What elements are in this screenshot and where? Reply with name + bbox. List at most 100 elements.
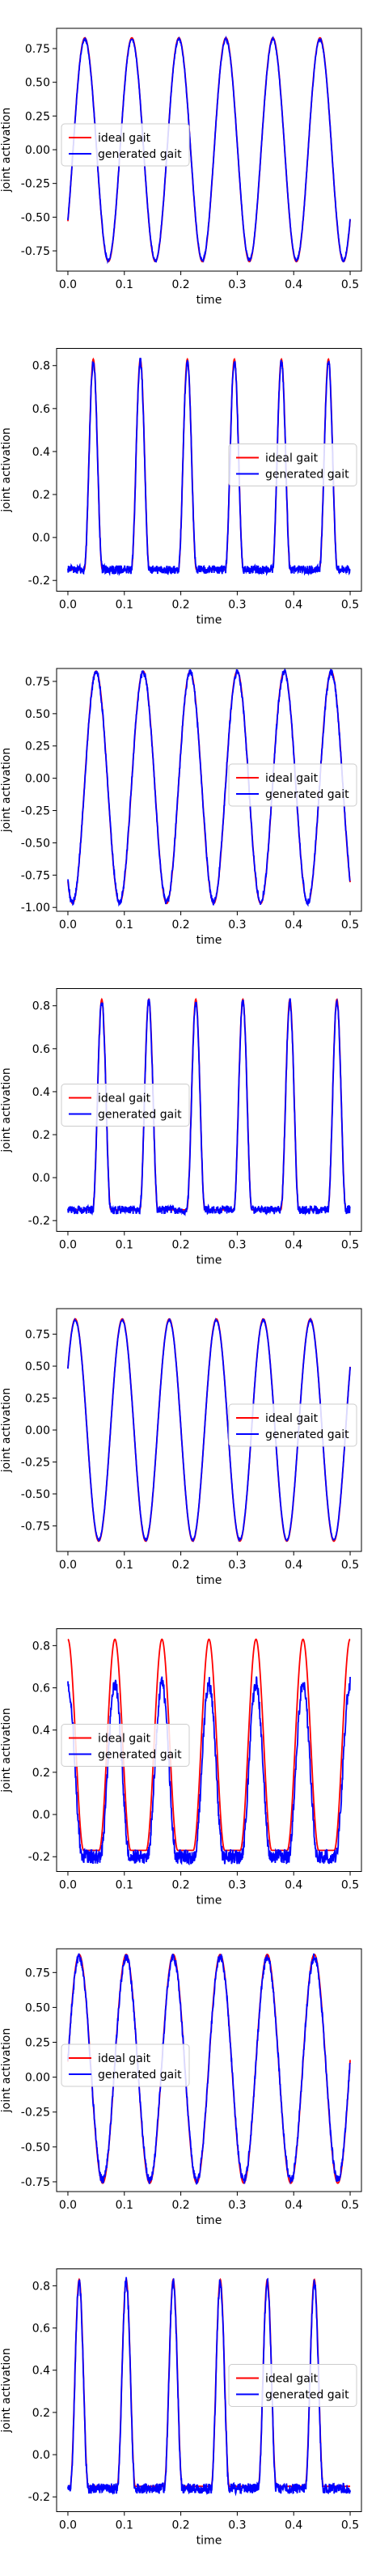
series-line-generated-gait xyxy=(67,668,351,907)
legend-box xyxy=(228,763,357,807)
legend-label-generated-gait: generated gait xyxy=(98,2069,182,2082)
x-tick-label: 0.2 xyxy=(171,1239,189,1252)
legend-label-ideal-gait: ideal gait xyxy=(265,2373,319,2386)
legend-label-generated-gait: generated gait xyxy=(98,148,182,161)
legend-label-generated-gait: generated gait xyxy=(98,1109,182,1122)
y-tick-label: -0.25 xyxy=(21,805,50,818)
x-tick-label: 0.2 xyxy=(171,919,189,932)
y-tick-label: 0.8 xyxy=(32,1640,50,1653)
x-tick-label: 0.2 xyxy=(171,1559,189,1572)
legend-box xyxy=(228,2364,357,2407)
y-tick-label: 0.2 xyxy=(32,2407,50,2420)
series-line-generated-gait xyxy=(67,1317,351,1543)
legend-label-generated-gait: generated gait xyxy=(265,2389,349,2402)
y-tick-label: 0.50 xyxy=(25,708,50,721)
x-axis-label: time xyxy=(196,934,222,947)
y-tick-label: 0.4 xyxy=(32,1086,50,1099)
x-tick-label: 0.3 xyxy=(228,1239,246,1252)
y-axis-label: joint activation xyxy=(0,2028,13,2114)
x-tick-label: 0.5 xyxy=(341,1239,359,1252)
x-tick-label: 0.2 xyxy=(171,278,189,291)
x-tick-label: 0.3 xyxy=(228,2519,246,2532)
legend-label-ideal-gait: ideal gait xyxy=(98,2052,151,2065)
x-tick-label: 0.4 xyxy=(285,1559,302,1572)
y-tick-label: 0.6 xyxy=(32,1683,50,1695)
x-tick-label: 0.3 xyxy=(228,2199,246,2212)
x-tick-label: 0.1 xyxy=(116,1879,133,1892)
legend-label-ideal-gait: ideal gait xyxy=(265,772,319,785)
x-axis-label: time xyxy=(196,294,222,307)
chart-panel-5: 0.0 0.1 0.2 0.3 0.4 0.5 -0.75 -0.50 -0.25 0.00 0.2… xyxy=(0,1308,362,1587)
axes-frame xyxy=(56,2268,362,2512)
y-tick-label: -0.75 xyxy=(21,1520,50,1533)
x-tick-label: 0.4 xyxy=(285,599,302,612)
y-tick-label: 0.6 xyxy=(32,2323,50,2336)
x-axis-label: time xyxy=(196,1895,222,1908)
y-tick-label: 0.00 xyxy=(25,2072,50,2085)
y-tick-label: -0.25 xyxy=(21,2107,50,2120)
legend-label-ideal-gait: ideal gait xyxy=(98,1093,151,1106)
x-tick-label: 0.0 xyxy=(59,278,77,291)
y-tick-label: -0.75 xyxy=(21,869,50,882)
x-tick-label: 0.4 xyxy=(285,278,302,291)
x-tick-label: 0.5 xyxy=(341,2519,359,2532)
legend-box xyxy=(61,123,190,167)
y-tick-label: 0.4 xyxy=(32,1725,50,1738)
chart-panel-7: 0.0 0.1 0.2 0.3 0.4 0.5 -0.75 -0.50 -0.25 0.00 0.2… xyxy=(0,1948,362,2227)
y-axis-label: joint activation xyxy=(0,1388,13,1474)
y-tick-label: -1.00 xyxy=(21,902,50,915)
y-axis-label: joint activation xyxy=(0,1708,13,1793)
y-tick-label: 0.2 xyxy=(32,1129,50,1142)
legend: ideal gait generated gait xyxy=(61,1084,190,1127)
y-tick-label: 0.2 xyxy=(32,489,50,502)
y-tick-label: 0.00 xyxy=(25,773,50,786)
y-tick-label: -0.2 xyxy=(28,575,50,588)
y-tick-label: 0.75 xyxy=(25,676,50,689)
y-axis-label: joint activation xyxy=(0,2348,13,2434)
x-tick-label: 0.1 xyxy=(116,2519,133,2532)
x-axis-label: time xyxy=(196,2214,222,2227)
x-tick-label: 0.3 xyxy=(228,1879,246,1892)
chart-panel-2: 0.0 0.1 0.2 0.3 0.4 0.5 -0.2 0.0 0.2 0.4 0.6 0.8 tim… xyxy=(0,348,362,627)
legend-box xyxy=(61,1724,190,1767)
series-line-ideal-gait xyxy=(67,1638,351,1852)
legend-label-ideal-gait: ideal gait xyxy=(98,1733,151,1746)
y-tick-label: 0.25 xyxy=(25,741,50,753)
y-tick-label: -0.75 xyxy=(21,245,50,258)
legend: ideal gait generated gait xyxy=(228,1403,357,1447)
x-tick-label: 0.0 xyxy=(59,1559,77,1572)
legend: ideal gait generated gait xyxy=(228,443,357,486)
y-tick-label: 0.4 xyxy=(32,2365,50,2378)
x-tick-label: 0.4 xyxy=(285,1879,302,1892)
x-tick-label: 0.0 xyxy=(59,2199,77,2212)
chart-panel-4: 0.0 0.1 0.2 0.3 0.4 0.5 -0.2 0.0 0.2 0.4 0.6 0.8 tim… xyxy=(0,988,362,1267)
y-tick-label: -0.2 xyxy=(28,1215,50,1228)
series-line-generated-gait xyxy=(67,35,351,265)
axes-frame xyxy=(56,1628,362,1872)
y-tick-label: -0.2 xyxy=(28,2491,50,2504)
x-tick-label: 0.1 xyxy=(116,278,133,291)
legend: ideal gait generated gait xyxy=(228,2364,357,2407)
y-tick-label: 0.50 xyxy=(25,1360,50,1373)
y-tick-label: -0.50 xyxy=(21,211,50,224)
y-tick-label: 0.00 xyxy=(25,1424,50,1437)
y-tick-label: 0.25 xyxy=(25,110,50,123)
y-tick-label: 0.75 xyxy=(25,43,50,56)
x-axis-label: time xyxy=(196,614,222,627)
x-tick-label: 0.3 xyxy=(228,278,246,291)
axes-frame xyxy=(56,1948,362,2192)
legend: ideal gait generated gait xyxy=(61,1724,190,1767)
x-tick-label: 0.0 xyxy=(59,1879,77,1892)
x-tick-label: 0.3 xyxy=(228,599,246,612)
chart-panel-3: 0.0 0.1 0.2 0.3 0.4 0.5 -1.00 -0.75 -0.50 -0.25 0.… xyxy=(0,668,362,947)
x-tick-label: 0.4 xyxy=(285,2199,302,2212)
y-tick-label: -0.25 xyxy=(21,178,50,191)
x-tick-label: 0.4 xyxy=(285,2519,302,2532)
y-axis-label: joint activation xyxy=(0,1067,13,1153)
series-line-generated-gait xyxy=(67,358,351,576)
x-tick-label: 0.1 xyxy=(116,919,133,932)
legend-box xyxy=(228,443,357,486)
x-tick-label: 0.5 xyxy=(341,2199,359,2212)
series-line-generated-gait xyxy=(67,998,351,1217)
